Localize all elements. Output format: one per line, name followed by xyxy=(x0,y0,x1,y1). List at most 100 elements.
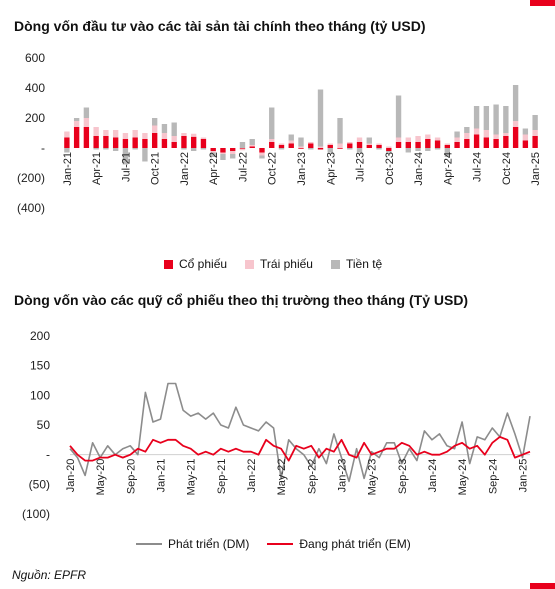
bar-money xyxy=(103,148,109,150)
bar-bond xyxy=(395,137,402,142)
bar-equity xyxy=(347,143,353,148)
y-tick-label: (50) xyxy=(29,477,50,491)
bar-bond xyxy=(220,152,226,154)
x-tick-label: Jul-22 xyxy=(237,152,249,182)
bar-equity xyxy=(73,127,80,148)
bar-bond xyxy=(64,131,70,138)
bar-equity xyxy=(327,145,333,148)
bar-equity xyxy=(161,139,168,148)
y-tick-label: 150 xyxy=(30,359,50,373)
bar-bond xyxy=(249,145,255,147)
bar-money xyxy=(298,137,304,147)
bar-equity xyxy=(298,148,304,149)
legend-swatch-money xyxy=(330,259,340,269)
bar-money xyxy=(327,148,333,153)
bar-equity xyxy=(493,139,499,148)
x-tick-label: May-22 xyxy=(276,459,288,496)
bar-equity xyxy=(483,137,490,148)
x-tick-label: May-24 xyxy=(457,459,469,496)
bar-bond xyxy=(347,142,353,144)
legend-swatch-dm xyxy=(136,543,162,545)
bar-equity xyxy=(522,140,529,148)
bar-money xyxy=(269,107,275,139)
line-dm xyxy=(69,382,531,483)
accent-bar-bottom xyxy=(530,583,555,589)
x-tick-label: Jan-24 xyxy=(427,459,439,493)
x-tick-label: Jan-25 xyxy=(517,459,529,493)
bar-money xyxy=(230,154,236,159)
bar-bond xyxy=(191,133,197,137)
bar-equity xyxy=(151,133,158,148)
bar-equity xyxy=(210,148,216,151)
bar-equity xyxy=(171,142,177,148)
legend-label-equity: Cổ phiếu xyxy=(179,257,228,271)
bar-equity xyxy=(386,148,392,151)
chart1-plot: 600 400 200 - (200) (400) Jan-21 Apr-21 Jul-21 Oc… xyxy=(17,51,542,215)
bar-money xyxy=(434,148,441,150)
x-tick-label: Jan-21 xyxy=(62,152,74,186)
bar-equity xyxy=(317,148,324,150)
bar-equity xyxy=(376,145,382,148)
x-tick-label: Jan-20 xyxy=(65,459,77,493)
bar-equity xyxy=(83,127,90,148)
bar-money xyxy=(308,148,314,150)
bar-money xyxy=(259,155,265,159)
bar-money xyxy=(493,104,499,135)
bar-bond xyxy=(181,133,187,136)
legend-label-dm: Phát triển (DM) xyxy=(168,537,250,551)
bar-equity xyxy=(512,127,519,148)
bar-money xyxy=(220,154,226,160)
bar-bond xyxy=(405,137,411,142)
bar-money xyxy=(395,95,402,138)
bar-money xyxy=(376,148,382,150)
bar-bond xyxy=(434,137,441,141)
bar-money xyxy=(83,107,90,118)
bar-equity xyxy=(288,143,294,148)
bar-money xyxy=(317,89,324,147)
bar-bond xyxy=(269,139,275,142)
bar-bond xyxy=(230,151,236,154)
x-tick-label: Oct-22 xyxy=(267,152,279,185)
x-tick-label: Apr-21 xyxy=(91,152,103,185)
bar-bond xyxy=(298,146,304,148)
bar-equity xyxy=(356,142,363,148)
bar-money xyxy=(112,148,119,151)
bar-money xyxy=(239,142,246,148)
bar-money xyxy=(512,85,519,121)
bar-equity xyxy=(103,136,109,148)
bar-money xyxy=(522,128,529,135)
bar-money xyxy=(210,152,216,157)
bar-money xyxy=(532,115,538,130)
legend-label-bond: Trái phiếu xyxy=(260,257,313,271)
bar-equity xyxy=(415,142,421,148)
bar-money xyxy=(386,151,392,153)
bar-equity xyxy=(259,148,265,153)
bar-money xyxy=(64,148,70,153)
bar-bond xyxy=(356,137,363,142)
bar-equity xyxy=(122,139,129,148)
y-tick-label: 600 xyxy=(25,51,45,65)
bar-bond xyxy=(425,134,431,139)
bar-bond xyxy=(386,146,392,148)
bar-bond xyxy=(259,152,265,156)
bar-bond xyxy=(151,125,158,133)
bar-money xyxy=(151,118,158,126)
bar-money xyxy=(288,134,294,141)
y-tick-label: 100 xyxy=(30,388,50,402)
bar-money xyxy=(483,106,490,130)
bar-bond xyxy=(317,146,324,148)
y-tick-label: 400 xyxy=(25,81,45,95)
bar-equity xyxy=(112,137,119,148)
bar-money xyxy=(73,118,80,121)
x-tick-label: Jul-23 xyxy=(355,152,367,182)
chart1-legend: Cổ phiếu Trái phiếu Tiền tệ xyxy=(164,257,400,271)
bar-money xyxy=(473,106,480,129)
bar-bond xyxy=(454,137,460,142)
x-tick-label: Sep-22 xyxy=(306,459,318,494)
x-tick-label: Jan-21 xyxy=(155,459,167,493)
bar-money xyxy=(347,148,353,150)
bar-bond xyxy=(415,136,421,142)
legend-item-dm: Phát triển (DM) xyxy=(136,537,249,551)
y-tick-label: (200) xyxy=(17,171,45,185)
bar-bond xyxy=(239,148,246,151)
